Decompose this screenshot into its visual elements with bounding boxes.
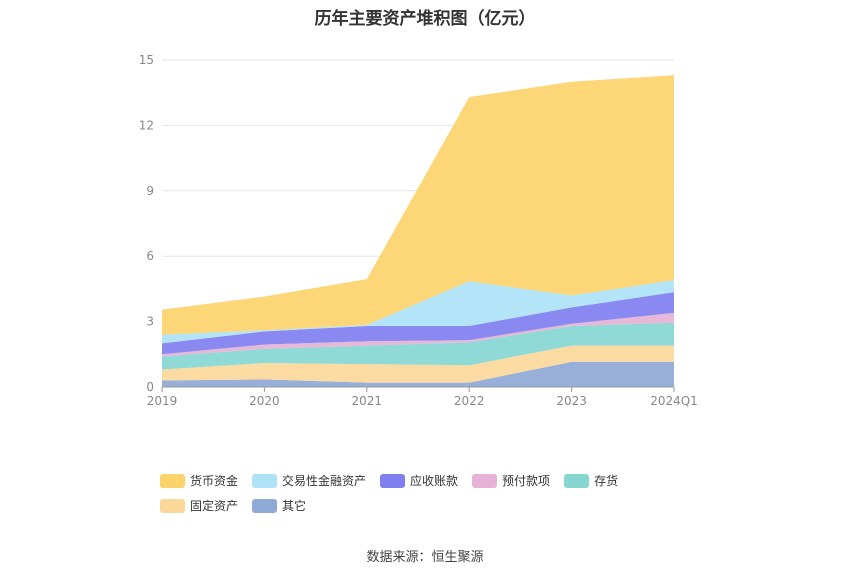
legend-item[interactable]: 货币资金 [160,472,238,489]
y-tick-label: 0 [146,380,154,394]
y-tick-label: 6 [146,249,154,263]
legend-label: 应收账款 [410,474,459,488]
y-tick-label: 15 [139,53,154,67]
x-tick-label: 2023 [556,394,587,408]
legend-label: 存货 [594,474,619,488]
x-axis: 2019 2020 2021 2022 2023 2024Q1 [147,386,698,408]
legend-swatch [160,473,185,488]
x-tick-label: 2024Q1 [650,394,698,408]
legend-label: 固定资产 [190,499,239,513]
area-5[interactable] [162,280,674,344]
x-tick-label: 2022 [454,394,485,408]
legend-swatch [472,473,498,488]
legend-item[interactable]: 存货 [564,472,618,489]
legend-swatch [564,473,590,488]
area-4[interactable] [162,292,674,355]
x-tick-label: 2021 [352,394,383,408]
y-tick-label: 3 [146,315,154,329]
legend: 货币资金 交易性金融资产 应收账款 预付款项 存货固定资产 其它 [160,472,720,514]
area-series [162,75,674,387]
data-source: 数据来源：恒生聚源 [366,550,484,565]
legend-item[interactable]: 交易性金融资产 [252,472,366,489]
legend-swatch [160,498,185,513]
area-6[interactable] [162,75,674,335]
legend-item[interactable]: 应收账款 [380,472,458,489]
area-3[interactable] [162,312,674,357]
legend-swatch [252,473,278,488]
legend-item[interactable]: 固定资产 [160,497,238,514]
legend-label: 货币资金 [190,474,239,488]
y-tick-label: 12 [139,118,154,132]
area-1[interactable] [162,345,674,383]
legend-item[interactable]: 其它 [252,497,306,514]
legend-label: 交易性金融资产 [282,474,367,488]
legend-label: 预付款项 [502,474,551,488]
x-tick-label: 2019 [147,394,178,408]
legend-swatch [252,498,278,513]
x-tick-label: 2020 [249,394,280,408]
y-tick-label: 9 [146,184,154,198]
legend-label: 其它 [282,499,307,513]
legend-item[interactable]: 预付款项 [472,472,550,489]
area-2[interactable] [162,322,674,370]
y-axis: 0 3 6 9 12 15 [139,53,154,394]
area-0[interactable] [162,361,674,387]
chart-title: 历年主要资产堆积图（亿元） [314,9,536,29]
legend-swatch [380,473,406,488]
